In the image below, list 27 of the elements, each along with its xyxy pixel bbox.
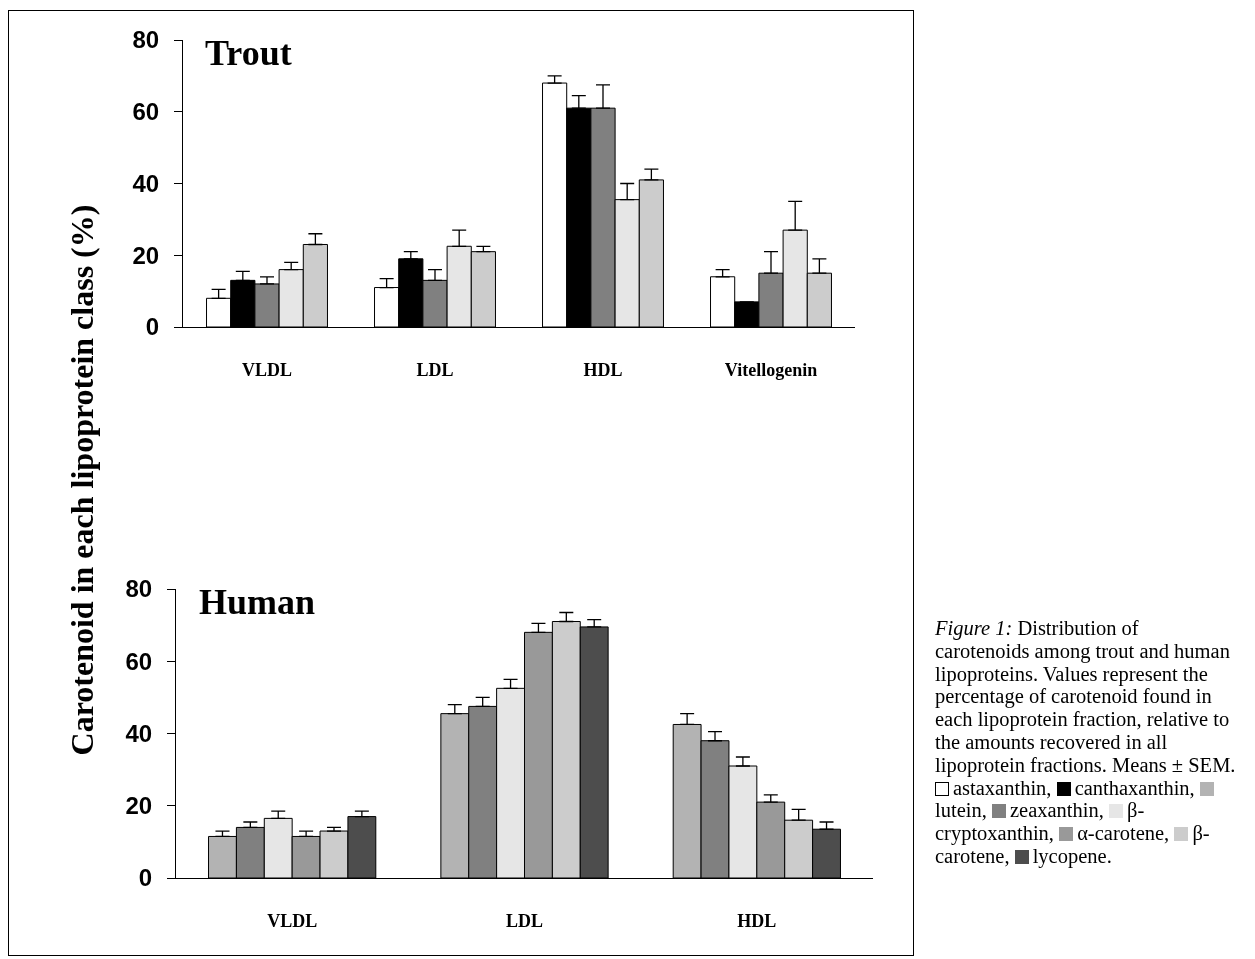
x-tick-label: HDL <box>583 359 623 380</box>
x-tick-label: LDL <box>505 910 544 931</box>
y-tick-label: 40 <box>125 719 153 747</box>
y-tick-label: 20 <box>132 241 160 269</box>
y-tick-label: 40 <box>132 169 160 197</box>
legend-label: astaxanthin, <box>953 776 1052 799</box>
chart-title: Trout <box>205 33 292 73</box>
x-tick-label: VLDL <box>241 359 293 380</box>
x-tick-label: LDL <box>416 359 454 380</box>
chart-title: Human <box>199 582 316 622</box>
y-tick-label: 0 <box>145 313 160 341</box>
y-tick-label: 80 <box>132 26 160 54</box>
y-tick-label: 80 <box>125 575 153 603</box>
legend-label: α-carotene, <box>1077 822 1170 845</box>
legend-label: zeaxanthin, <box>1009 799 1104 822</box>
legend-label: lycopene. <box>1032 844 1112 867</box>
x-tick-label: VLDL <box>267 910 318 931</box>
caption: Figure 1: <box>935 617 1013 639</box>
y-tick-label: 20 <box>125 792 153 820</box>
y-tick-label: 60 <box>132 98 160 126</box>
x-tick-label: Vitellogenin <box>724 359 818 380</box>
y-tick-label: 0 <box>138 864 153 892</box>
y-axis-title: Carotenoid in each lipoprotein class (%) <box>63 204 101 756</box>
x-tick-label: HDL <box>737 910 777 931</box>
text: lutein, <box>935 799 987 822</box>
y-tick-label: 60 <box>125 647 153 675</box>
legend-label: canthaxanthin, <box>1074 776 1195 799</box>
